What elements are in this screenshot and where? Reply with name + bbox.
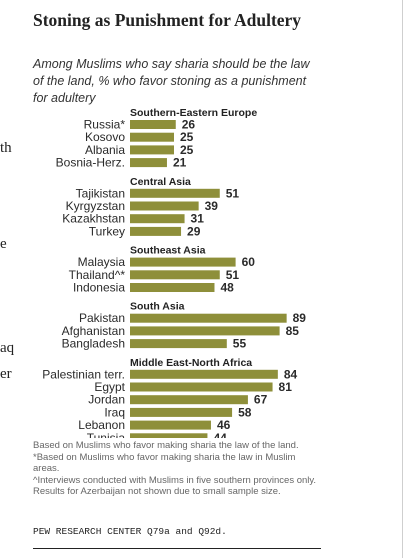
category-label: Tunisia — [87, 431, 126, 438]
bar — [130, 270, 220, 280]
note-line: *Based on Muslims who favor making shari… — [33, 451, 296, 475]
category-label: Russia* — [84, 118, 126, 132]
value-label: 60 — [242, 255, 256, 269]
value-label: 25 — [180, 143, 194, 157]
bar — [130, 132, 174, 142]
category-label: Turkey — [89, 224, 125, 238]
value-label: 29 — [187, 224, 201, 238]
bar — [130, 283, 215, 292]
category-label: Tajikistan — [76, 186, 125, 200]
value-label: 31 — [191, 212, 205, 226]
category-label: Afghanistan — [62, 324, 125, 338]
category-label: Jordan — [88, 393, 125, 407]
note-line: Based on Muslims who favor making sharia… — [33, 440, 299, 451]
bar — [130, 214, 185, 224]
edge-text-fragment: aq — [0, 340, 14, 356]
category-label: Kosovo — [85, 130, 125, 144]
value-label: 58 — [238, 405, 252, 419]
group-label: Central Asia — [130, 176, 191, 188]
value-label: 51 — [226, 268, 240, 282]
bar — [130, 158, 167, 168]
value-label: 84 — [284, 367, 298, 381]
value-label: 48 — [220, 281, 234, 295]
group-label: Middle East-North Africa — [130, 357, 252, 369]
edge-text-fragment: e — [0, 236, 7, 252]
bar — [130, 201, 199, 211]
bar — [130, 395, 248, 405]
bar — [130, 120, 176, 129]
category-label: Pakistan — [79, 311, 125, 325]
category-label: Iraq — [104, 405, 125, 419]
bar — [130, 188, 220, 198]
category-label: Egypt — [94, 380, 125, 394]
value-label: 67 — [254, 393, 268, 407]
edge-text-fragment: er — [0, 366, 12, 382]
bar — [130, 145, 174, 155]
category-label: Albania — [85, 143, 125, 157]
group-label: Southern-Eastern Europe — [130, 108, 257, 119]
value-label: 21 — [173, 156, 187, 170]
note-line: ^Interviews conducted with Muslims in fi… — [33, 474, 317, 486]
value-label: 39 — [205, 199, 219, 213]
right-divider — [402, 0, 403, 558]
chart-title: Stoning as Punishment for Adultery — [33, 10, 302, 30]
category-label: Bangladesh — [62, 337, 125, 351]
group-label: Southeast Asia — [130, 245, 206, 257]
category-label: Kazakhstan — [62, 212, 125, 226]
bar — [130, 326, 280, 336]
value-label: 55 — [233, 337, 247, 351]
value-label: 85 — [286, 324, 300, 338]
category-label: Malaysia — [78, 255, 126, 269]
bar — [130, 369, 278, 379]
value-label: 26 — [182, 118, 196, 132]
edge-text-fragment: th — [0, 140, 12, 156]
value-label: 44 — [213, 431, 227, 438]
bar — [130, 382, 273, 392]
bar — [130, 257, 236, 267]
bar-chart: Southern-Eastern Europe Russia* 26 Kosovo 25… — [42, 108, 307, 438]
category-label: Lebanon — [78, 418, 125, 432]
category-label: Kyrgyzstan — [66, 199, 125, 213]
bar — [130, 313, 287, 323]
bar — [130, 407, 233, 417]
value-label: 46 — [217, 418, 231, 432]
chart-notes: Based on Muslims who favor making sharia… — [33, 440, 323, 498]
value-label: 81 — [279, 380, 293, 394]
source-line: PEW RESEARCH CENTER Q79a and Q92d. — [33, 526, 227, 537]
bar — [130, 339, 227, 349]
category-label: Indonesia — [73, 281, 125, 295]
bottom-divider — [33, 548, 321, 549]
bar — [130, 226, 182, 236]
bar — [130, 420, 211, 430]
category-label: Palestinian terr. — [42, 367, 125, 381]
value-label: 89 — [293, 311, 307, 325]
chart-subtitle: Among Muslims who say sharia should be t… — [33, 57, 310, 105]
category-label: Thailand^* — [69, 268, 126, 282]
bar — [130, 433, 208, 438]
note-line: Results for Azerbaijan not shown due to … — [33, 486, 281, 497]
value-label: 25 — [180, 130, 194, 144]
value-label: 51 — [226, 186, 240, 200]
group-label: South Asia — [130, 301, 185, 313]
category-label: Bosnia-Herz. — [56, 156, 125, 170]
